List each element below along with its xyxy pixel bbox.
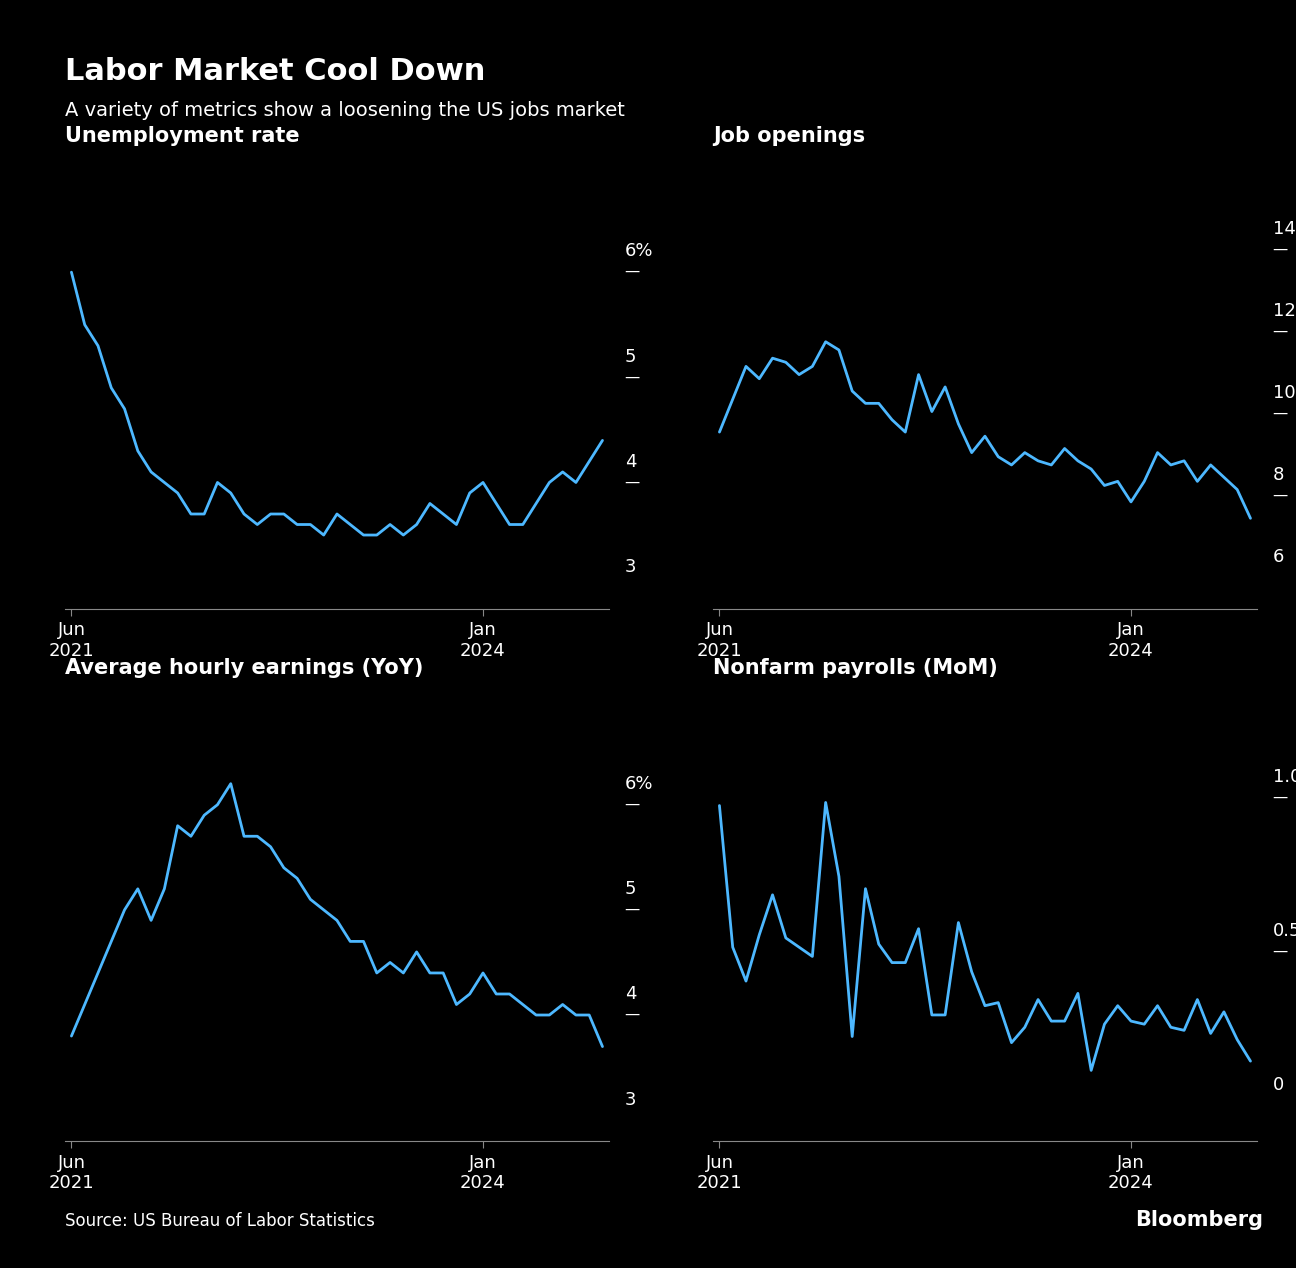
Text: Nonfarm payrolls (MoM): Nonfarm payrolls (MoM) bbox=[713, 658, 998, 678]
Text: —: — bbox=[1273, 406, 1288, 421]
Text: Labor Market Cool Down: Labor Market Cool Down bbox=[65, 57, 485, 86]
Text: —: — bbox=[1273, 488, 1288, 503]
Text: 1.0M: 1.0M bbox=[1273, 768, 1296, 786]
Text: —: — bbox=[625, 369, 640, 384]
Text: 6%: 6% bbox=[625, 242, 653, 260]
Text: —: — bbox=[625, 264, 640, 279]
Text: Bloomberg: Bloomberg bbox=[1135, 1210, 1264, 1230]
Text: 5: 5 bbox=[625, 347, 636, 365]
Text: —: — bbox=[625, 796, 640, 812]
Text: —: — bbox=[625, 474, 640, 489]
Text: —: — bbox=[1273, 790, 1288, 805]
Text: 8: 8 bbox=[1273, 467, 1284, 484]
Text: Source: US Bureau of Labor Statistics: Source: US Bureau of Labor Statistics bbox=[65, 1212, 375, 1230]
Text: Job openings: Job openings bbox=[713, 126, 864, 146]
Text: 6%: 6% bbox=[625, 775, 653, 792]
Text: —: — bbox=[625, 1007, 640, 1022]
Text: —: — bbox=[1273, 323, 1288, 339]
Text: Average hourly earnings (YoY): Average hourly earnings (YoY) bbox=[65, 658, 424, 678]
Text: 14M: 14M bbox=[1273, 219, 1296, 238]
Text: —: — bbox=[1273, 242, 1288, 256]
Text: A variety of metrics show a loosening the US jobs market: A variety of metrics show a loosening th… bbox=[65, 101, 625, 120]
Text: 0: 0 bbox=[1273, 1075, 1284, 1094]
Text: —: — bbox=[625, 902, 640, 917]
Text: 12: 12 bbox=[1273, 302, 1296, 320]
Text: 5: 5 bbox=[625, 880, 636, 898]
Text: 3: 3 bbox=[625, 1090, 636, 1108]
Text: 4: 4 bbox=[625, 453, 636, 470]
Text: 10: 10 bbox=[1273, 384, 1295, 402]
Text: —: — bbox=[1273, 943, 1288, 959]
Text: 3: 3 bbox=[625, 558, 636, 576]
Text: Unemployment rate: Unemployment rate bbox=[65, 126, 299, 146]
Text: 4: 4 bbox=[625, 985, 636, 1003]
Text: 0.5: 0.5 bbox=[1273, 922, 1296, 940]
Text: 6: 6 bbox=[1273, 549, 1284, 567]
